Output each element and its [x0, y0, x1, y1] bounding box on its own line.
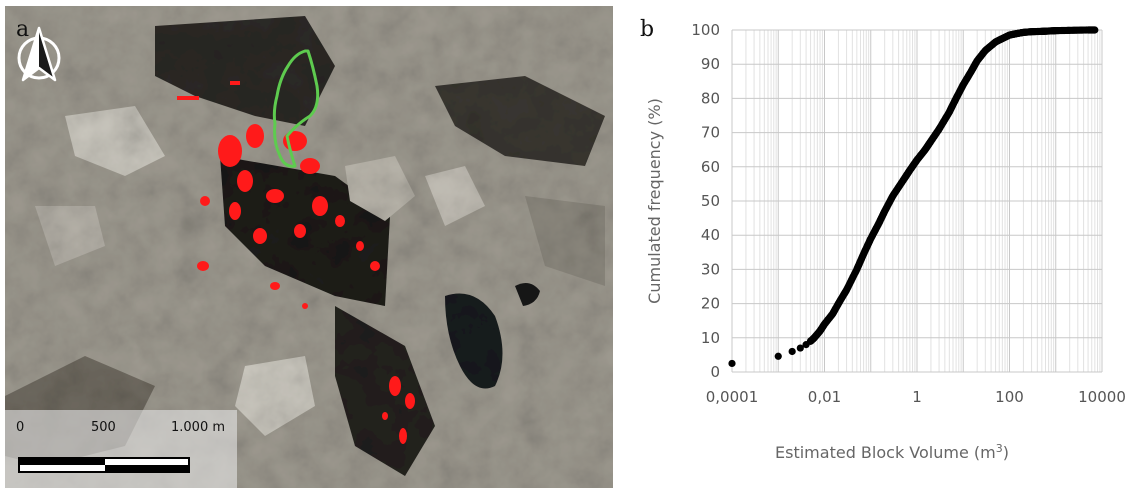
y-tick-label: 90: [701, 55, 720, 73]
y-tick-labels: 0 10 20 30 40 50 60 70 80 90 100: [691, 21, 720, 381]
map-panel: a 0 500 1.000 m: [5, 6, 613, 488]
y-tick-label: 70: [701, 124, 720, 142]
data-points: [728, 26, 1099, 368]
data-point: [728, 359, 736, 368]
chart-panel: b 0 10 20 30 40 50 60 70 80 90 100 0,0001 0,01 1 100 1…: [620, 6, 1138, 488]
terrain: [5, 6, 613, 488]
x-tick-label: 0,01: [808, 388, 841, 406]
y-tick-label: 10: [701, 329, 720, 347]
scale-label-500: 500: [91, 420, 116, 435]
y-tick-label: 80: [701, 89, 720, 107]
panel-a-letter: a: [16, 17, 29, 42]
x-axis-label: Estimated Block Volume (m3): [775, 442, 1009, 462]
x-tick-label: 0,0001: [706, 388, 759, 406]
data-point: [1091, 26, 1099, 34]
x-tick-label: 1: [912, 388, 922, 406]
y-tick-label: 50: [701, 192, 720, 210]
north-arrow-icon: [17, 26, 61, 82]
y-axis-label: Cumulated frequency (%): [645, 98, 664, 304]
panel-b-letter: b: [640, 17, 654, 42]
scale-label-0: 0: [16, 420, 24, 435]
y-tick-label: 60: [701, 158, 720, 176]
x-tick-labels: 0,0001 0,01 1 100 10000: [706, 388, 1126, 406]
source-outline: [272, 49, 320, 168]
y-tick-label: 0: [710, 363, 720, 381]
y-tick-label: 30: [701, 260, 720, 278]
y-tick-label: 100: [691, 21, 720, 39]
data-point: [774, 352, 782, 360]
grid: [731, 29, 1103, 373]
x-tick-label: 10000: [1078, 388, 1126, 406]
scale-label-1000: 1.000 m: [171, 420, 225, 435]
block-markers: [177, 81, 415, 444]
x-tick-label: 100: [995, 388, 1024, 406]
y-tick-label: 40: [701, 226, 720, 244]
data-point: [788, 347, 796, 356]
cumulative-frequency-chart: b 0 10 20 30 40 50 60 70 80 90 100 0,0001 0,01 1 100 1…: [640, 17, 1126, 462]
y-tick-label: 20: [701, 295, 720, 313]
data-point: [796, 344, 804, 352]
aerial-map: a 0 500 1.000 m: [5, 6, 613, 488]
scale-bar: 0 500 1.000 m: [5, 410, 237, 488]
